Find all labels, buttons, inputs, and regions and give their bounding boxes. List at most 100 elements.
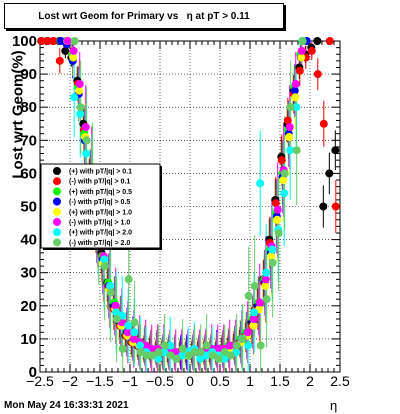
series-1-point xyxy=(319,202,328,211)
y-tick-label: 0 xyxy=(29,364,37,381)
series-8-point xyxy=(124,275,133,284)
series-2-point xyxy=(283,116,292,125)
legend-label: (+) with pT/|q| > 0.5 xyxy=(69,189,132,196)
series-7-point xyxy=(220,354,229,363)
legend-box xyxy=(40,163,161,249)
x-axis: −2.5 −2 −1.5 −1 −0.5 0 0.5 1 1.5 2 2.5 xyxy=(26,41,350,389)
series-5-point xyxy=(279,176,288,185)
x-tick-label: −2.5 xyxy=(26,373,54,389)
chart-title: Lost wrt Geom for Primary vs η at pT > 0… xyxy=(4,3,284,29)
x-tick-label: −2 xyxy=(62,373,78,389)
series-7-point xyxy=(256,179,265,188)
x-tick-label: 1.5 xyxy=(270,373,290,389)
legend-label: (-) with pT/|q| > 1.0 xyxy=(69,220,130,227)
y-tick-label: 100 xyxy=(12,33,37,50)
series-6-point xyxy=(129,334,138,343)
series-6-point xyxy=(249,315,258,324)
series-7-point xyxy=(268,245,277,254)
x-tick-label: 2 xyxy=(306,373,314,389)
y-tick-label: 70 xyxy=(20,132,37,149)
series-8-point xyxy=(268,258,277,267)
y-tick-label: 60 xyxy=(20,165,37,182)
x-tick-label: 1 xyxy=(246,373,254,389)
series-5-point xyxy=(69,53,78,62)
x-axis-label: η xyxy=(330,398,338,413)
y-tick-label: 10 xyxy=(20,331,37,348)
series-6-point xyxy=(243,328,252,337)
x-tick-label: −1 xyxy=(122,373,138,389)
series-8-point xyxy=(148,351,157,360)
series-5-point xyxy=(291,93,300,102)
series-4-point xyxy=(290,86,299,95)
legend-marker xyxy=(53,218,61,226)
series-8-point xyxy=(136,348,145,357)
series-8-point xyxy=(292,146,301,155)
series-7-point xyxy=(280,189,289,198)
series-8-point xyxy=(172,354,181,363)
series-7-point xyxy=(196,354,205,363)
series-7-point xyxy=(136,341,145,350)
series-8-point xyxy=(178,344,187,353)
series-8-point xyxy=(220,348,229,357)
series-7-point xyxy=(160,348,169,357)
x-tick-label: 2.5 xyxy=(330,373,350,389)
series-8-point xyxy=(262,295,271,304)
series-6-point xyxy=(63,37,72,45)
series-5-point xyxy=(261,281,270,290)
x-tick-label: −0.5 xyxy=(146,373,174,389)
series-6-point xyxy=(141,341,150,350)
series-8-point xyxy=(244,291,253,300)
series-2-point xyxy=(331,202,340,211)
series-6-point xyxy=(81,123,90,132)
series-6-point xyxy=(261,275,270,284)
series-8-point xyxy=(286,103,295,112)
series-8-point xyxy=(280,169,289,178)
series-6-point xyxy=(297,46,306,55)
series-8-point xyxy=(100,262,109,271)
series-1-point xyxy=(331,146,340,155)
series-8-point xyxy=(70,37,79,45)
series-6-point xyxy=(111,301,120,310)
series-2-point xyxy=(295,66,304,75)
legend-marker xyxy=(53,187,61,196)
series-5-point xyxy=(267,252,276,261)
series-6-point xyxy=(225,341,234,350)
series-2-point xyxy=(277,156,286,165)
series-7-point xyxy=(82,149,91,158)
series-6-point xyxy=(273,205,282,214)
series-7-point xyxy=(130,328,139,337)
series-6-point xyxy=(75,80,84,89)
series-2-point xyxy=(37,37,46,45)
series-1-point xyxy=(313,37,322,45)
legend-label: (-) with pT/|q| > 0.1 xyxy=(69,179,130,186)
legend-label: (-) with pT/|q| > 0.5 xyxy=(69,199,130,206)
y-tick-label: 40 xyxy=(20,232,37,249)
series-8-point xyxy=(196,348,205,357)
series-6-point xyxy=(123,328,132,337)
series-6-point xyxy=(285,123,294,132)
series-8-point xyxy=(256,341,265,350)
series-7-point xyxy=(244,341,253,350)
series-8-point xyxy=(250,281,259,290)
series-8-point xyxy=(184,351,193,360)
series-2-point xyxy=(325,37,334,45)
legend-label: (-) with pT/|q| > 2.0 xyxy=(69,240,130,247)
series-2-point xyxy=(49,37,58,45)
series-2-point xyxy=(307,46,316,55)
legend-marker xyxy=(53,167,61,175)
series-5-point xyxy=(273,215,282,224)
series-6-point xyxy=(291,80,300,89)
y-tick-label: 20 xyxy=(20,298,37,315)
series-8-point xyxy=(226,351,235,360)
series-1-point xyxy=(325,169,334,178)
legend-label: (+) with pT/|q| > 2.0 xyxy=(69,230,132,237)
series-7-point xyxy=(112,308,121,317)
series-8-point xyxy=(238,334,247,343)
series-8-point xyxy=(160,341,169,350)
series-2-point xyxy=(271,199,280,208)
series-7-point xyxy=(166,341,175,350)
series-8-point xyxy=(106,288,115,297)
legend-label: (+) with pT/|q| > 0.1 xyxy=(69,169,132,176)
series-2-point xyxy=(55,56,64,65)
